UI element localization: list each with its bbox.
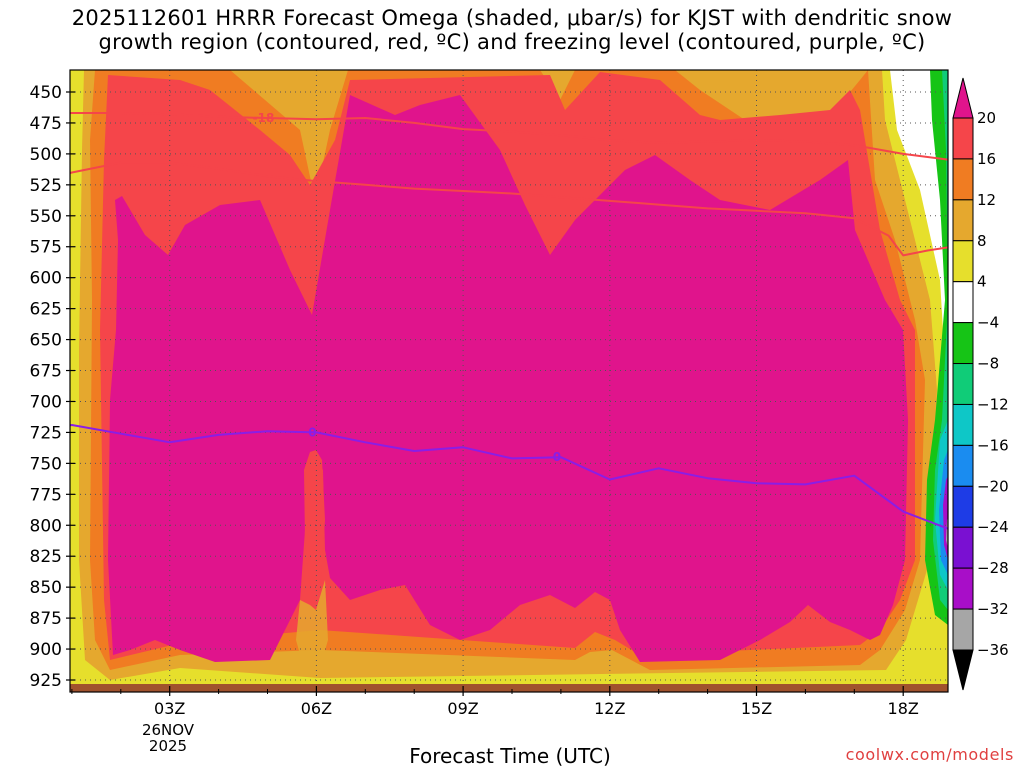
y-tick-label: 775	[30, 485, 62, 505]
date-label: 26NOV 2025	[132, 722, 204, 754]
date-label-year: 2025	[148, 737, 188, 755]
contour-line-0	[70, 161, 948, 257]
colorbar-bin	[952, 322, 974, 365]
contour-label: -18	[253, 111, 275, 125]
colorbar: 20 16 12 8 4 −4 −8 −12 −16 −20 −24 −28 −32 −36	[952, 77, 1009, 691]
colorbar-tick-label: −8	[977, 355, 999, 373]
colorbar-bin	[952, 608, 974, 651]
contour-label: 0	[553, 450, 561, 464]
x-tick-label: 06Z	[301, 699, 332, 718]
contour-line-1	[70, 112, 948, 161]
colorbar-tick-label: 16	[977, 150, 996, 168]
y-tick-label: 675	[30, 362, 62, 382]
x-tick-label: 12Z	[594, 699, 625, 718]
omega-band-gt20	[108, 95, 908, 662]
contour-label: 0	[308, 425, 316, 439]
date-label-day: 26NOV	[141, 721, 195, 739]
contour-labels: -18 0 0	[253, 111, 561, 464]
y-tick-label: 550	[30, 207, 62, 227]
y-tick-label: 850	[30, 578, 62, 598]
colorbar-bin	[952, 485, 974, 528]
colorbar-bottom-arrow	[952, 649, 974, 691]
y-tick-label: 700	[30, 392, 62, 412]
colorbar-tick-label: −16	[977, 436, 1009, 454]
colorbar-tick-label: −4	[977, 314, 999, 332]
colorbar-bin	[952, 240, 974, 283]
colorbar-tick-label: −28	[977, 559, 1009, 577]
x-tick-label: 09Z	[447, 699, 478, 718]
colorbar-tick-label: 4	[977, 273, 987, 291]
colorbar-bin	[952, 117, 974, 160]
grid	[70, 70, 948, 692]
colorbar-bin	[952, 403, 974, 446]
y-tick-label: 925	[30, 671, 62, 691]
y-tick-label: 525	[30, 176, 62, 196]
chart-title: 2025112601 HRRR Forecast Omega (shaded, …	[0, 6, 1024, 54]
colorbar-bin	[952, 199, 974, 242]
y-tick-label: 650	[30, 331, 62, 351]
colorbar-top-arrow	[952, 77, 974, 119]
colorbar-tick-label: −32	[977, 600, 1009, 618]
y-tick-label: 875	[30, 609, 62, 629]
colorbar-bin	[952, 281, 974, 324]
colorbar-bin	[952, 444, 974, 487]
colorbar-bin	[952, 526, 974, 569]
x-axis: 03Z 06Z 09Z 12Z 15Z 18Z	[71, 686, 919, 718]
contours	[70, 112, 948, 530]
colorbar-tick-label: −36	[977, 641, 1009, 659]
colorbar-tick-label: 12	[977, 191, 996, 209]
y-tick-label: 725	[30, 423, 62, 443]
omega-spike-06z	[304, 450, 325, 600]
omega-spike-06z-outer	[296, 580, 328, 676]
omega-shading	[70, 70, 948, 692]
x-tick-label: 18Z	[888, 699, 919, 718]
plot-frame	[69, 69, 949, 693]
colorbar-bin	[952, 363, 974, 405]
y-tick-label: 825	[30, 547, 62, 567]
chart-title-line2: growth region (contoured, red, ºC) and f…	[98, 30, 926, 54]
y-tick-label: 500	[30, 145, 62, 165]
y-tick-label: 800	[30, 516, 62, 536]
y-tick-label: 450	[30, 83, 62, 103]
colorbar-tick-label: −12	[977, 395, 1009, 413]
x-tick-label: 15Z	[741, 699, 772, 718]
ground-strip	[70, 684, 948, 692]
chart-title-line1: 2025112601 HRRR Forecast Omega (shaded, …	[71, 6, 953, 30]
y-axis: 450 475 500 525 550 575 600 625 650 675 700 725 750 7…	[30, 83, 75, 691]
x-axis-title: Forecast Time (UTC)	[409, 744, 611, 768]
y-tick-label: 600	[30, 269, 62, 289]
credit-link[interactable]: coolwx.com/models	[845, 745, 1014, 764]
x-tick-label: 03Z	[154, 699, 185, 718]
colorbar-bin	[952, 567, 974, 610]
y-tick-label: 900	[30, 640, 62, 660]
y-tick-label: 475	[30, 114, 62, 134]
y-tick-label: 625	[30, 300, 62, 320]
colorbar-tick-label: 20	[977, 109, 996, 127]
colorbar-tick-label: 8	[977, 232, 987, 250]
colorbar-tick-label: −24	[977, 518, 1009, 536]
contour-line-2	[70, 424, 948, 530]
colorbar-tick-label: −20	[977, 477, 1009, 495]
y-tick-label: 750	[30, 454, 62, 474]
colorbar-bin	[952, 158, 974, 201]
y-tick-label: 575	[30, 238, 62, 258]
